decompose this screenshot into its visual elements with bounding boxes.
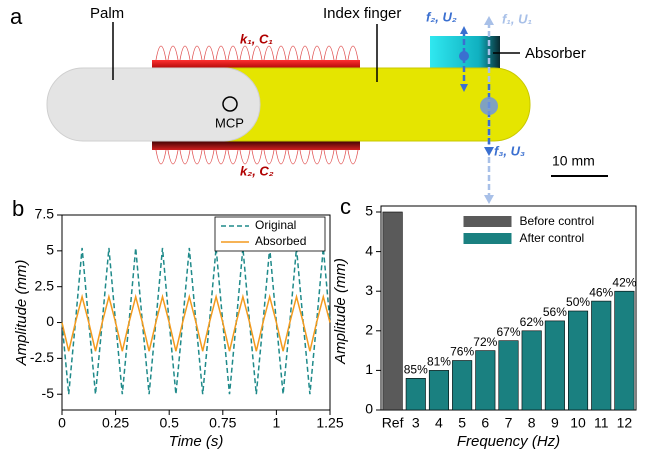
x-axis-label: Time (s) [169, 433, 224, 450]
bar [382, 211, 403, 411]
x-tick-label: 3 [412, 415, 420, 431]
bar [428, 370, 449, 411]
palm-label: Palm [90, 5, 124, 22]
legend-swatch [463, 216, 512, 227]
y-axis-label: Amplitude (mm) [332, 258, 349, 365]
bar [405, 378, 426, 411]
y-tick-label: 4 [365, 242, 373, 258]
y-tick-label: 0 [46, 313, 54, 329]
x-axis-label: Frequency (Hz) [457, 433, 560, 450]
arrow-heads [459, 16, 498, 204]
y-tick-label: 2.5 [35, 277, 55, 293]
x-tick-label: 12 [617, 415, 633, 431]
bar-annotation: 56% [543, 305, 567, 319]
x-tick-label: 5 [458, 415, 466, 431]
x-tick-label: 1 [273, 415, 281, 431]
panel-label: b [12, 196, 24, 221]
bar [452, 360, 473, 411]
bar [521, 330, 542, 411]
mcp-label: MCP [215, 115, 244, 130]
absorber-label: Absorber [525, 45, 586, 62]
x-tick-label: 11 [594, 415, 609, 431]
y-tick-label: 5 [46, 242, 54, 258]
y-tick-label: -2.5 [30, 349, 54, 365]
panel-label: a [10, 4, 23, 29]
finger-label: Index finger [323, 5, 401, 22]
legend-label: After control [520, 231, 585, 245]
spring-label: k₁, C₁ [240, 31, 273, 46]
bar-annotation: 81% [427, 355, 451, 369]
x-tick-label: Ref [382, 415, 404, 431]
bar [591, 300, 612, 411]
y-tick-label: 7.5 [35, 206, 55, 222]
bar-annotation: 72% [473, 335, 497, 349]
bar [568, 310, 589, 411]
x-tick-label: 1.25 [316, 415, 343, 431]
x-tick-label: 4 [435, 415, 443, 431]
y-tick-label: 1 [365, 361, 373, 377]
bar-annotation: 67% [496, 325, 520, 339]
x-tick-label: 10 [570, 415, 586, 431]
y-tick-label: 2 [365, 322, 373, 338]
bar [475, 350, 496, 411]
legend-label: Before control [520, 214, 595, 228]
legend-box [214, 216, 326, 252]
legend-label: Original [255, 218, 296, 232]
scale-label: 10 mm [552, 153, 595, 169]
y-tick-label: 3 [365, 282, 373, 298]
mcp-joint [222, 96, 238, 112]
y-tick-label: 5 [365, 203, 373, 219]
x-tick-label: 6 [481, 415, 489, 431]
x-tick-label: 0.75 [209, 415, 236, 431]
force-label: f₂, U₂ [426, 9, 457, 24]
legend-label: Absorbed [255, 234, 306, 248]
x-tick-label: 8 [528, 415, 536, 431]
panel-label: c [340, 194, 351, 219]
bar [544, 320, 565, 411]
y-tick-label: -5 [42, 385, 55, 401]
palm-shape [46, 67, 261, 142]
x-tick-label: 7 [505, 415, 513, 431]
x-tick-label: 0.5 [159, 415, 179, 431]
spring-label: k₂, C₂ [240, 163, 274, 178]
y-tick-label: 0 [365, 401, 373, 417]
bar [614, 290, 635, 411]
bar [498, 340, 519, 411]
x-tick-label: 0 [58, 415, 66, 431]
bar-annotation: 42% [612, 275, 636, 289]
bar-annotation: 62% [520, 315, 544, 329]
x-tick-label: 0.25 [102, 415, 129, 431]
bar-annotation: 85% [404, 362, 428, 376]
spring-plate [152, 140, 360, 150]
bar-annotation: 50% [566, 295, 590, 309]
spring-plate [152, 60, 360, 70]
line-series [61, 293, 331, 352]
force-label: f₁, U₁ [502, 11, 532, 26]
plot-frame [61, 214, 331, 411]
bar-annotation: 46% [589, 285, 613, 299]
force-label: f₃, U₃ [494, 143, 525, 158]
y-axis-label: Amplitude (mm) [13, 260, 30, 367]
x-tick-label: 9 [551, 415, 559, 431]
legend-swatch [463, 233, 512, 244]
bar-annotation: 76% [450, 345, 474, 359]
